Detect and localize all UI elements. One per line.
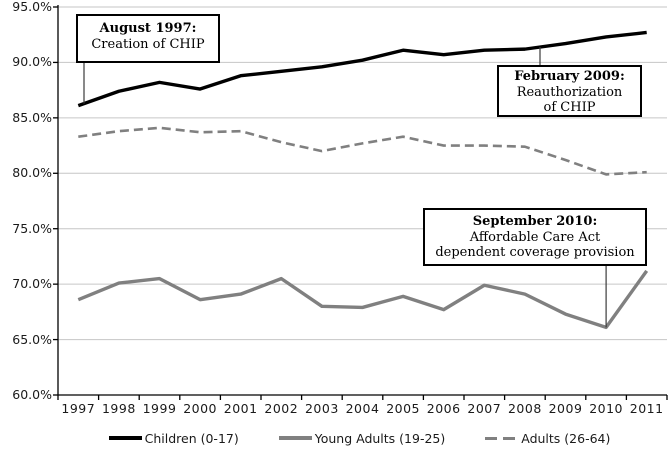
annotation-text: Creation of CHIP: [91, 36, 205, 52]
annotation-title: September 2010:: [472, 214, 598, 229]
x-axis-label: 2009: [548, 401, 583, 416]
legend-item-adults-26-64-: Adults (26-64): [485, 431, 610, 446]
legend-dashed-line-swatch: [485, 436, 516, 440]
annotation-february-2009-chip: February 2009: Reauthorization of CHIP: [497, 65, 642, 117]
annotation-september-2010-aca: September 2010: Affordable Care Act depe…: [423, 208, 647, 266]
x-axis-label: 2008: [507, 401, 542, 416]
y-axis-label: 85.0%: [12, 109, 52, 125]
legend-label: Children (0-17): [144, 430, 239, 446]
legend-line-swatch: [108, 436, 142, 440]
legend-item-children-0-17-: Children (0-17): [108, 430, 239, 446]
annotation-text: Affordable Care Act: [469, 229, 601, 245]
legend-line-swatch: [278, 436, 312, 440]
x-axis-label: 2002: [264, 401, 299, 416]
annotation-text: dependent coverage provision: [435, 245, 635, 260]
x-axis-label: 1997: [61, 401, 96, 416]
x-axis-label: 2007: [467, 401, 502, 416]
annotation-august-1997-chip: August 1997: Creation of CHIP: [76, 14, 220, 63]
series-line-adults-26-64-: [78, 126, 647, 176]
x-axis-label: 1998: [101, 401, 136, 416]
x-axis-label: 2003: [304, 401, 339, 416]
y-axis-label: 95.0%: [12, 0, 52, 14]
series-line-young-adults-19-25-: [77, 269, 649, 330]
y-axis-label: 70.0%: [12, 276, 52, 292]
x-axis-label: 2006: [426, 401, 461, 416]
legend: Children (0-17) Young Adults (19-25) Adult…: [50, 428, 669, 448]
x-axis-label: 2011: [629, 401, 664, 416]
x-axis-label: 2010: [589, 401, 623, 416]
x-axis-label: 2001: [223, 401, 258, 416]
y-axis-label: 80.0%: [12, 165, 52, 181]
legend-label: Young Adults (19-25): [314, 430, 446, 446]
legend-label: Adults (26-64): [521, 430, 611, 446]
y-axis-label: 75.0%: [12, 220, 52, 236]
y-axis-label: 60.0%: [12, 387, 52, 402]
legend-item-young-adults-19-25-: Young Adults (19-25): [278, 430, 446, 446]
x-axis-label: 2000: [183, 401, 217, 416]
y-axis-label: 90.0%: [12, 54, 52, 70]
annotation-title: August 1997:: [99, 21, 197, 36]
series-line-children-0-17-: [77, 30, 647, 108]
y-axis-label: 65.0%: [12, 331, 52, 347]
annotation-text: Reauthorization: [516, 84, 623, 100]
x-axis-label: 2005: [386, 401, 420, 416]
annotation-text: of CHIP: [543, 100, 596, 115]
x-axis-label: 2004: [345, 401, 380, 416]
x-axis-label: 1999: [142, 401, 177, 416]
annotation-title: February 2009:: [514, 69, 625, 84]
